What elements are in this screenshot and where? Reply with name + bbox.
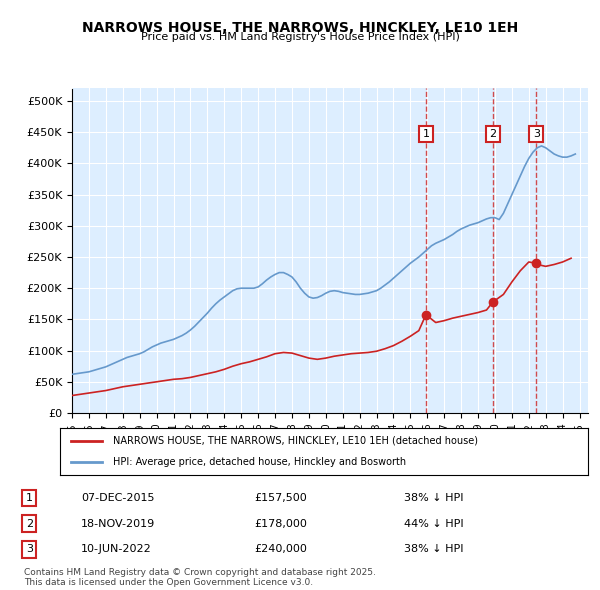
Text: HPI: Average price, detached house, Hinckley and Bosworth: HPI: Average price, detached house, Hinc… [113, 457, 406, 467]
Text: NARROWS HOUSE, THE NARROWS, HINCKLEY, LE10 1EH (detached house): NARROWS HOUSE, THE NARROWS, HINCKLEY, LE… [113, 436, 478, 446]
Text: £240,000: £240,000 [254, 545, 307, 554]
Text: £157,500: £157,500 [254, 493, 307, 503]
Text: 18-NOV-2019: 18-NOV-2019 [81, 519, 155, 529]
Text: 2: 2 [26, 519, 33, 529]
Text: 38% ↓ HPI: 38% ↓ HPI [404, 545, 463, 554]
Text: £178,000: £178,000 [254, 519, 307, 529]
Text: 44% ↓ HPI: 44% ↓ HPI [404, 519, 463, 529]
Text: 3: 3 [26, 545, 33, 554]
Text: 3: 3 [533, 129, 540, 139]
Text: 1: 1 [422, 129, 430, 139]
Text: 10-JUN-2022: 10-JUN-2022 [81, 545, 152, 554]
Text: NARROWS HOUSE, THE NARROWS, HINCKLEY, LE10 1EH: NARROWS HOUSE, THE NARROWS, HINCKLEY, LE… [82, 21, 518, 35]
Text: 1: 1 [26, 493, 33, 503]
Text: 2: 2 [490, 129, 496, 139]
Text: Price paid vs. HM Land Registry's House Price Index (HPI): Price paid vs. HM Land Registry's House … [140, 32, 460, 42]
Text: 38% ↓ HPI: 38% ↓ HPI [404, 493, 463, 503]
Text: Contains HM Land Registry data © Crown copyright and database right 2025.
This d: Contains HM Land Registry data © Crown c… [24, 568, 376, 587]
Text: 07-DEC-2015: 07-DEC-2015 [81, 493, 155, 503]
